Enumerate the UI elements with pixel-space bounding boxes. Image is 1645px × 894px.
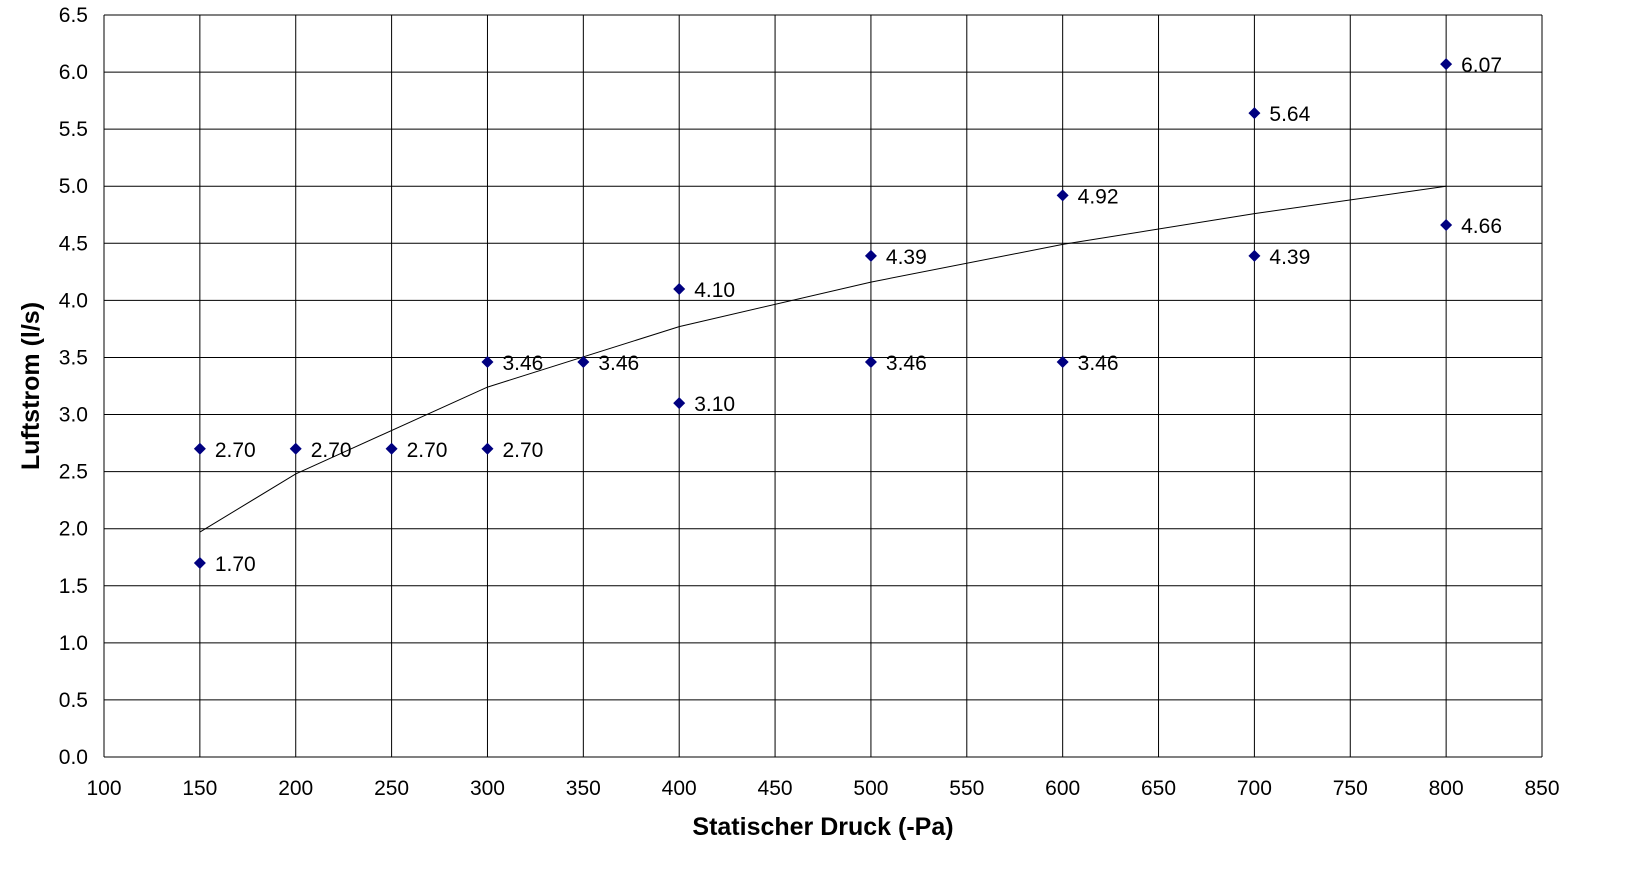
x-tick-label: 100 [86, 777, 121, 800]
data-label: 4.39 [1269, 246, 1310, 269]
data-label: 2.70 [407, 439, 448, 462]
y-tick-label: 1.5 [59, 575, 88, 598]
x-tick-label: 150 [182, 777, 217, 800]
data-label: 6.07 [1461, 54, 1502, 77]
y-tick-label: 3.0 [59, 404, 88, 427]
data-label: 4.92 [1078, 185, 1119, 208]
x-tick-label: 850 [1524, 777, 1559, 800]
y-tick-label: 4.0 [59, 289, 88, 312]
y-tick-label: 4.5 [59, 232, 88, 255]
y-tick-label: 0.0 [59, 746, 88, 769]
x-axis-title: Statischer Druck (-Pa) [692, 813, 953, 841]
x-tick-label: 650 [1141, 777, 1176, 800]
y-tick-label: 5.0 [59, 175, 88, 198]
data-point [193, 556, 206, 569]
y-tick-label: 1.0 [59, 632, 88, 655]
data-point [193, 442, 206, 455]
data-points: 2.70 1.70 2.70 2.70 3.46 2.70 3.46 4.10 3.10 4.39… [193, 54, 1502, 576]
data-label: 2.70 [502, 439, 543, 462]
data-point [673, 282, 686, 295]
data-label: 4.39 [886, 246, 927, 269]
data-point [385, 442, 398, 455]
data-label: 1.70 [215, 553, 256, 576]
x-tick-label: 350 [566, 777, 601, 800]
data-point [673, 397, 686, 410]
data-label: 3.46 [502, 352, 543, 375]
gridlines [103, 14, 1543, 758]
y-tick-label: 0.5 [59, 689, 88, 712]
x-tick-label: 750 [1333, 777, 1368, 800]
data-point [1248, 249, 1261, 262]
y-tick-label: 6.5 [59, 4, 88, 27]
data-label: 3.46 [598, 352, 639, 375]
data-label: 4.10 [694, 279, 735, 302]
x-tick-label: 700 [1237, 777, 1272, 800]
x-tick-label: 200 [278, 777, 313, 800]
y-tick-label: 3.5 [59, 346, 88, 369]
data-label: 3.46 [1078, 352, 1119, 375]
data-label: 3.46 [886, 352, 927, 375]
data-label: 2.70 [311, 439, 352, 462]
data-point [577, 356, 590, 369]
x-tick-label: 800 [1429, 777, 1464, 800]
data-point [481, 356, 494, 369]
y-tick-label: 2.5 [59, 461, 88, 484]
tick-labels: 100 150 200 250 300 350 400 450 500 550 600 650 700 7… [59, 4, 1560, 800]
data-label: 4.66 [1461, 215, 1502, 238]
x-tick-label: 300 [470, 777, 505, 800]
x-tick-label: 450 [758, 777, 793, 800]
x-tick-label: 400 [662, 777, 697, 800]
trendline [199, 185, 1447, 533]
data-point [1440, 58, 1453, 71]
data-point [1440, 219, 1453, 232]
data-point [1056, 356, 1069, 369]
x-tick-label: 550 [949, 777, 984, 800]
data-point [481, 442, 494, 455]
y-tick-label: 5.5 [59, 118, 88, 141]
data-point [864, 356, 877, 369]
data-label: 3.10 [694, 393, 735, 416]
data-label: 5.64 [1269, 103, 1310, 126]
x-tick-label: 600 [1045, 777, 1080, 800]
y-tick-label: 2.0 [59, 518, 88, 541]
data-point [1248, 107, 1261, 120]
x-tick-label: 250 [374, 777, 409, 800]
y-tick-label: 6.0 [59, 61, 88, 84]
data-label: 2.70 [215, 439, 256, 462]
data-point [864, 249, 877, 262]
data-point [289, 442, 302, 455]
data-point [1056, 189, 1069, 202]
x-tick-label: 500 [853, 777, 888, 800]
y-axis-title: Luftstrom (l/s) [17, 302, 45, 470]
